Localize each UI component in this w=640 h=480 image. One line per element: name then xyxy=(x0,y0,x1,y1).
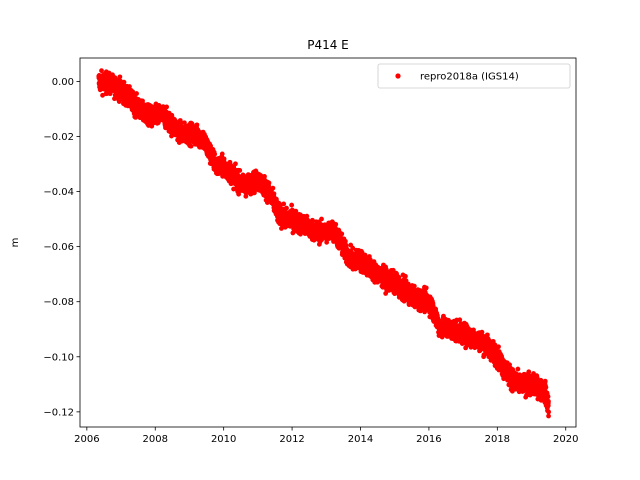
legend: repro2018a (IGS14) xyxy=(377,63,571,89)
data-point xyxy=(212,151,218,157)
data-point xyxy=(127,84,132,89)
x-axis: 2006 2008 2010 2012 2014 2016 2018 2020 xyxy=(74,427,578,445)
data-point xyxy=(208,143,213,149)
data-point xyxy=(423,285,429,291)
data-point xyxy=(266,180,272,186)
data-point xyxy=(479,329,485,335)
data-point xyxy=(403,273,408,279)
x-tick-label: 2006 xyxy=(74,434,99,445)
data-point xyxy=(339,231,345,237)
data-point xyxy=(319,216,324,222)
data-point xyxy=(324,239,330,245)
data-point xyxy=(284,205,289,211)
legend-marker xyxy=(395,73,401,79)
y-tick-label: −0.02 xyxy=(43,132,74,143)
data-point xyxy=(484,332,490,338)
data-point xyxy=(526,369,532,375)
data-point xyxy=(343,238,348,244)
data-point xyxy=(112,75,118,81)
data-point xyxy=(270,185,276,191)
y-axis-label: m xyxy=(10,238,21,248)
data-point xyxy=(304,213,310,219)
y-tick-label: −0.10 xyxy=(43,352,74,363)
data-point xyxy=(164,104,170,110)
data-point xyxy=(262,174,267,179)
y-axis: 0.00 −0.02 −0.04 −0.06 −0.08 −0.10 −0.12 xyxy=(43,77,80,418)
data-point xyxy=(243,193,249,199)
y-tick-label: 0.00 xyxy=(52,77,74,88)
data-point xyxy=(515,366,521,372)
data-point xyxy=(281,201,287,207)
data-point xyxy=(333,221,339,227)
x-tick-label: 2012 xyxy=(279,434,304,445)
data-point xyxy=(457,317,463,323)
data-point xyxy=(534,375,540,381)
data-point xyxy=(496,344,501,350)
data-point xyxy=(411,283,417,289)
data-points xyxy=(96,68,552,419)
data-point xyxy=(194,122,200,128)
y-tick-label: −0.12 xyxy=(43,407,74,418)
data-point xyxy=(545,394,551,400)
data-point xyxy=(290,230,296,236)
data-point xyxy=(231,186,236,192)
data-point xyxy=(233,161,238,167)
data-point xyxy=(546,409,552,415)
data-point xyxy=(188,143,194,149)
x-tick-label: 2018 xyxy=(485,434,510,445)
data-point xyxy=(310,217,315,223)
x-tick-label: 2020 xyxy=(553,434,578,445)
x-tick-label: 2014 xyxy=(348,434,373,445)
data-point xyxy=(134,91,139,96)
data-point xyxy=(542,378,548,384)
data-point xyxy=(221,156,227,162)
data-point xyxy=(350,245,356,251)
chart-title: P414 E xyxy=(307,38,349,52)
legend-label: repro2018a (IGS14) xyxy=(420,72,519,83)
x-tick-label: 2010 xyxy=(211,434,236,445)
data-point xyxy=(237,168,243,173)
y-tick-label: −0.08 xyxy=(43,297,74,308)
data-point xyxy=(546,398,551,404)
data-point xyxy=(543,384,549,390)
data-point xyxy=(289,202,295,208)
data-point xyxy=(546,413,551,419)
x-tick-label: 2008 xyxy=(143,434,168,445)
y-tick-label: −0.06 xyxy=(43,242,74,253)
plot-frame xyxy=(79,57,577,428)
x-tick-label: 2016 xyxy=(416,434,441,445)
data-point xyxy=(219,151,225,157)
legend-box xyxy=(377,63,571,89)
data-point xyxy=(121,79,127,85)
data-point xyxy=(99,68,104,74)
data-point xyxy=(117,74,123,80)
y-tick-label: −0.04 xyxy=(43,187,74,198)
